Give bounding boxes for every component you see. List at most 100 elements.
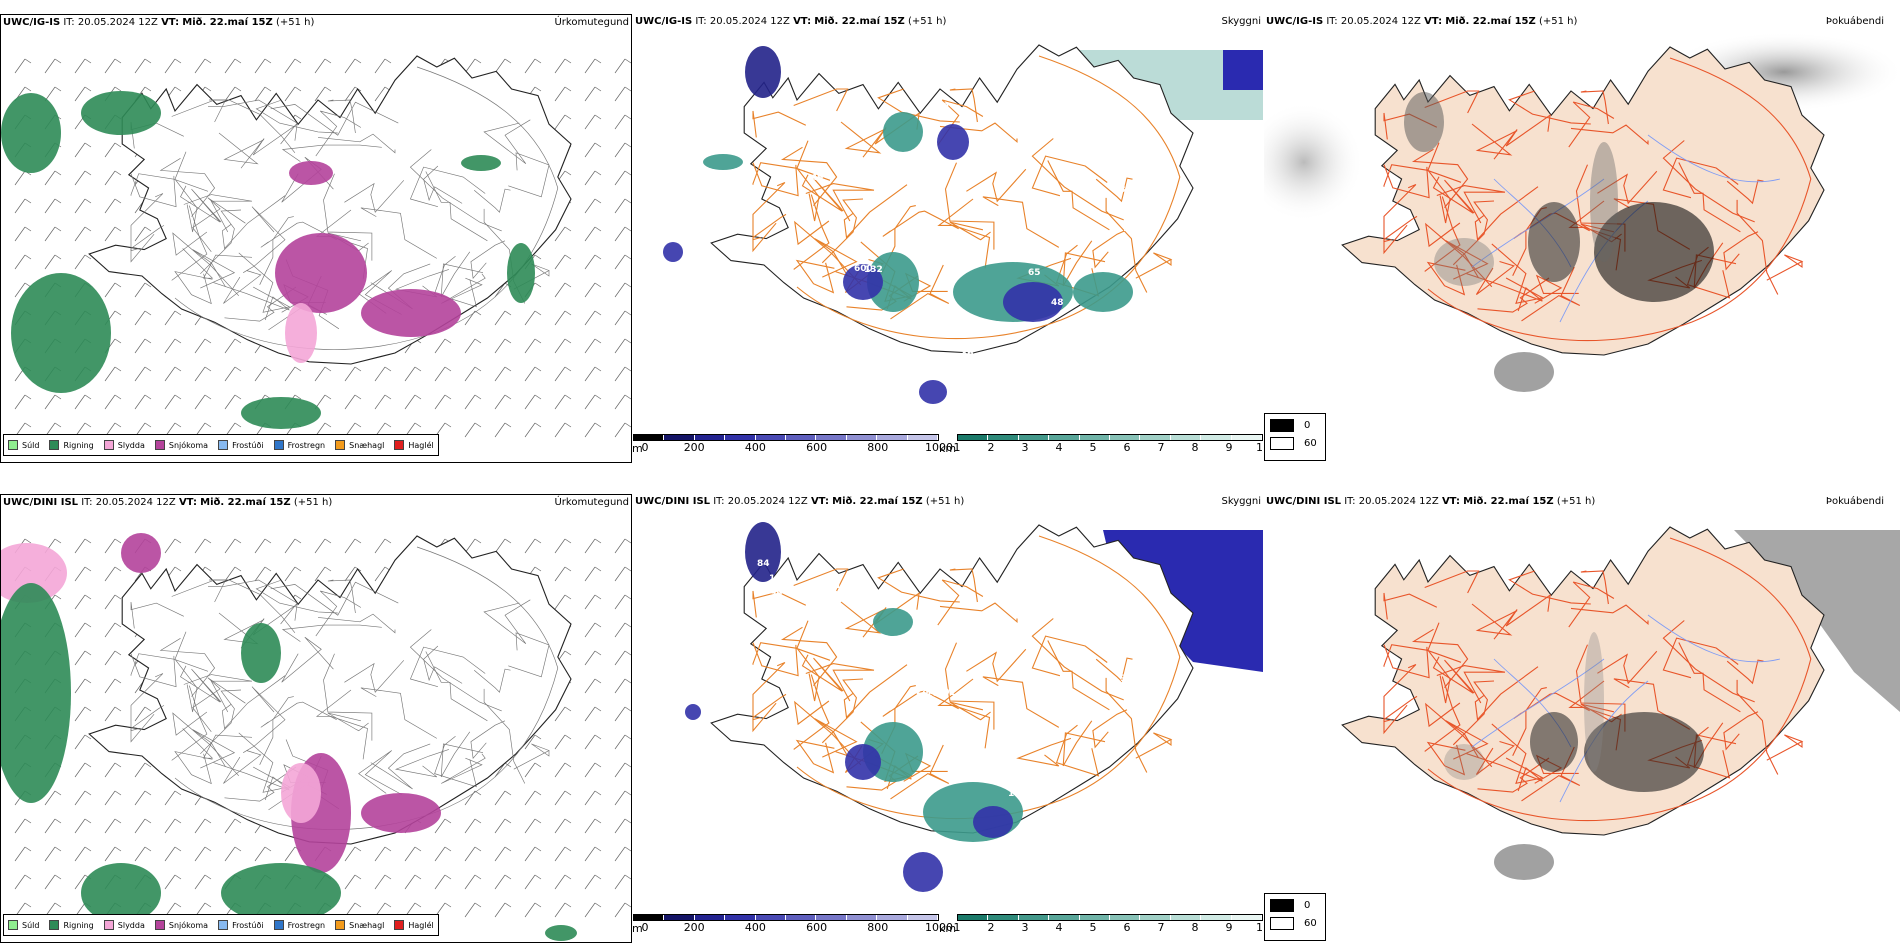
cloud-base-colorbar: 0 200 400 600 800 1000 m bbox=[633, 914, 953, 935]
cloud-base-value: 42 bbox=[1106, 629, 1119, 639]
cloud-base-value: 330 bbox=[984, 372, 1003, 382]
cloud-base-value: 304 bbox=[1064, 613, 1083, 623]
colorbar-tick: 400 bbox=[744, 921, 766, 934]
colorbar-step bbox=[958, 915, 989, 920]
colorbar-tick: 1000 bbox=[925, 441, 953, 454]
colorbar-tick: 1000 bbox=[925, 921, 953, 934]
cloud-base-value: 97 bbox=[779, 582, 792, 592]
iceland-coastline bbox=[710, 44, 1194, 354]
fog-panel-row2: UWC/DINI ISL IT: 20.05.2024 12Z VT: Mið.… bbox=[1264, 494, 1900, 943]
colorbar-tick: 9 bbox=[1225, 441, 1233, 454]
colorbar-step bbox=[958, 435, 989, 440]
cloud-base-value: 218 bbox=[1123, 112, 1142, 122]
legend-swatch bbox=[8, 440, 18, 450]
fog-areas bbox=[1444, 632, 1704, 880]
precip-type-legend: Súld Rigning Slydda Snjókoma Frostúði Fr… bbox=[3, 434, 439, 456]
colorbar-tick: 1 bbox=[953, 441, 961, 454]
cloud-base-value: 109 bbox=[852, 863, 871, 873]
colorbar-step bbox=[694, 435, 726, 440]
cloud-base-value: 93 bbox=[962, 769, 975, 779]
weather-areas bbox=[663, 46, 1133, 404]
colorbar-tick: 5 bbox=[1089, 921, 1097, 934]
colorbar-step bbox=[725, 915, 756, 920]
colorbar-step bbox=[1049, 915, 1080, 920]
colorbar-tick: 2 bbox=[987, 441, 995, 454]
cloud-base-value: 253 bbox=[974, 380, 993, 390]
cloud-base-value: 48 bbox=[1051, 298, 1064, 308]
cloud-base-bar bbox=[633, 434, 939, 441]
cloud-base-value: 86 bbox=[1114, 603, 1127, 613]
colorbar-tick: 6 bbox=[1123, 441, 1131, 454]
colorbar-step bbox=[755, 915, 787, 920]
panel-header: UWC/DINI ISL IT: 20.05.2024 12Z VT: Mið.… bbox=[3, 497, 629, 508]
cloud-base-value: 40 bbox=[801, 798, 814, 808]
cloud-base-value: 23 bbox=[984, 135, 997, 145]
cloud-base-value: 82 bbox=[1016, 142, 1029, 152]
panel-header: UWC/IG-IS IT: 20.05.2024 12Z VT: Mið. 22… bbox=[1266, 16, 1884, 27]
cloud-base-value: 30 bbox=[1033, 736, 1046, 746]
panel-header: UWC/IG-IS IT: 20.05.2024 12Z VT: Mið. 22… bbox=[635, 16, 1261, 27]
colorbar-step bbox=[1140, 915, 1171, 920]
visibility-bar bbox=[957, 434, 1263, 441]
cloud-base-value: 580 bbox=[930, 102, 949, 112]
colorbar-step bbox=[725, 435, 756, 440]
cloud-base-value: 122 bbox=[1006, 768, 1025, 778]
colorbar-step bbox=[755, 435, 787, 440]
colorbar-tick: 10 bbox=[1256, 921, 1263, 934]
cloud-base-value: 101 bbox=[1115, 615, 1134, 625]
colorbar-step bbox=[634, 915, 665, 920]
visibility-map: 608 63 49 87 600 36 102 82 253 846 132 330 18 580 218 6… bbox=[663, 44, 1263, 404]
colorbar-step bbox=[1231, 435, 1263, 440]
colorbar-step bbox=[664, 915, 695, 920]
cloud-base-value: 49 bbox=[811, 173, 824, 183]
colorbar-step bbox=[907, 915, 939, 920]
colorbar-step bbox=[634, 435, 665, 440]
weather-areas bbox=[685, 522, 1023, 892]
precip-type-map bbox=[1, 533, 631, 941]
iceland-coastline bbox=[710, 524, 1194, 834]
colorbar-step bbox=[1049, 435, 1080, 440]
colorbar-step bbox=[1140, 435, 1171, 440]
colorbar-tick: 10 bbox=[1256, 441, 1263, 454]
precip-type-legend: Súld Rigning Slydda Snjókoma Frostúði Fr… bbox=[3, 914, 439, 936]
colorbar-tick: 7 bbox=[1157, 921, 1165, 934]
colorbar-tick: 200 bbox=[683, 921, 705, 934]
colorbar-tick: 2 bbox=[987, 921, 995, 934]
fog-panel-row1: UWC/IG-IS IT: 20.05.2024 12Z VT: Mið. 22… bbox=[1264, 14, 1900, 463]
cloud-base-labels: 608 63 49 87 600 36 102 82 253 846 132 330 18 580 218 6… bbox=[791, 77, 1144, 390]
cloud-base-value: 104 bbox=[1125, 347, 1144, 357]
cloud-base-value: 102 bbox=[871, 224, 890, 234]
fog-indicator-map bbox=[1264, 32, 1900, 442]
fog-indicator-legend: 0 60 bbox=[1264, 413, 1326, 461]
cloud-base-value: 133 bbox=[769, 574, 788, 584]
fog-indicator-map bbox=[1264, 526, 1900, 922]
cloud-base-value: 608 bbox=[791, 357, 810, 367]
colorbar-tick: 3 bbox=[1021, 921, 1029, 934]
precip-panel-row1: UWC/IG-IS IT: 20.05.2024 12Z VT: Mið. 22… bbox=[0, 14, 632, 463]
cloud-base-value: 92 bbox=[1120, 674, 1133, 684]
colorbar-step bbox=[1231, 915, 1263, 920]
colorbar-step bbox=[1170, 915, 1202, 920]
colorbar-tick: 200 bbox=[683, 441, 705, 454]
cloud-base-value: 134 bbox=[774, 584, 793, 594]
colorbar-step bbox=[877, 435, 908, 440]
colorbar-tick: 8 bbox=[1191, 921, 1199, 934]
colorbar-step bbox=[1110, 435, 1141, 440]
cloud-base-value: 280 bbox=[916, 687, 935, 697]
cloud-base-value: 18 bbox=[1113, 185, 1126, 195]
colorbar-tick: 1 bbox=[953, 921, 961, 934]
colorbar-tick: 400 bbox=[744, 441, 766, 454]
cloud-base-value: 36 bbox=[961, 349, 974, 359]
visibility-panel-row1: UWC/IG-IS IT: 20.05.2024 12Z VT: Mið. 22… bbox=[633, 14, 1263, 463]
visibility-bar bbox=[957, 914, 1263, 921]
colorbar-step bbox=[816, 915, 847, 920]
fog-areas bbox=[1404, 92, 1714, 392]
cloud-base-value: 94 bbox=[799, 860, 812, 870]
cloud-base-value: 101 bbox=[937, 688, 956, 698]
colorbar-tick: 9 bbox=[1225, 921, 1233, 934]
road-network bbox=[752, 535, 1181, 820]
iceland-coastline bbox=[88, 535, 572, 845]
cloud-base-value: 124 bbox=[948, 77, 967, 87]
colorbar-step bbox=[816, 435, 847, 440]
